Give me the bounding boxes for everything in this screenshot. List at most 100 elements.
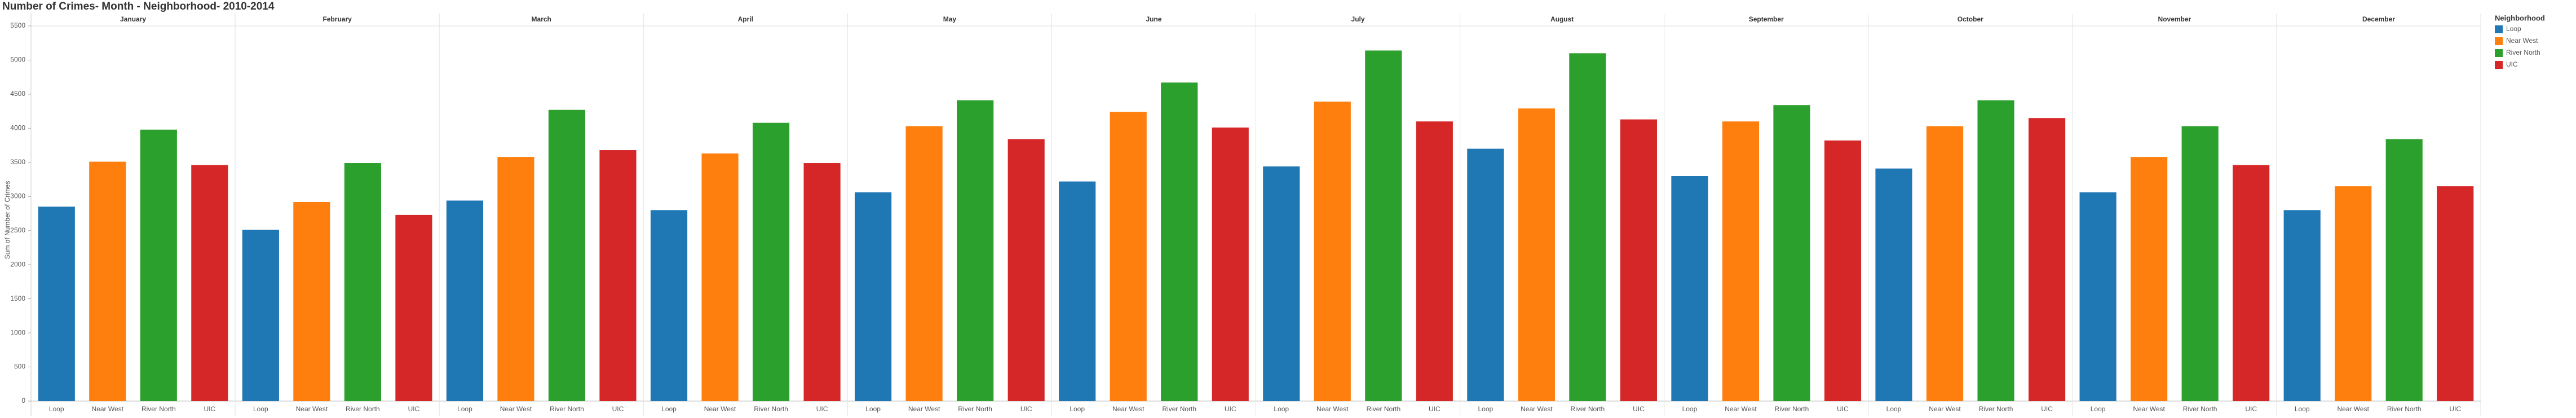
legend-swatch [2495,37,2503,45]
x-tick-label: River North [754,405,788,413]
bar [2131,157,2168,401]
y-tick-label: 5000 [10,56,25,64]
bar [2437,186,2474,401]
x-tick-label: UIC [408,405,420,413]
y-tick-label: 2000 [10,260,25,268]
bar [395,214,432,401]
bar [140,129,177,402]
bar [1977,100,2014,402]
x-tick-label: Near West [1521,405,1553,413]
bar [1467,148,1504,401]
x-tick-label: UIC [2245,405,2257,413]
panel-header: November [2158,15,2191,23]
x-tick-label: UIC [2041,405,2053,413]
bar [1722,121,1760,402]
x-tick-label: River North [1775,405,1809,413]
y-tick-label: 5500 [10,21,25,29]
x-tick-label: River North [1979,405,2013,413]
x-tick-label: River North [1162,405,1196,413]
panel-header: April [738,15,753,23]
bar [38,206,75,401]
bar [1008,139,1045,401]
x-tick-label: River North [142,405,176,413]
bar [1314,102,1351,401]
x-tick-label: Loop [1886,405,1902,413]
x-tick-label: Loop [2091,405,2106,413]
x-tick-label: River North [2183,405,2217,413]
legend-label: Near West [2506,37,2538,45]
panel-header: March [532,15,551,23]
panel-header: July [1351,15,1365,23]
bar [2028,118,2066,401]
panel-header: September [1749,15,1784,23]
y-tick-label: 3500 [10,158,25,166]
bar [2385,139,2423,401]
bar [650,210,688,401]
bar [1671,176,1708,401]
bar [599,150,637,401]
legend-swatch [2495,61,2503,69]
legend-swatch [2495,25,2503,33]
legend-swatch [2495,49,2503,57]
x-tick-label: River North [2387,405,2422,413]
x-tick-label: UIC [204,405,215,413]
y-tick-label: 4000 [10,124,25,132]
y-tick-label: 1000 [10,328,25,336]
x-tick-label: River North [550,405,584,413]
x-tick-label: Loop [1274,405,1289,413]
legend-label: UIC [2506,60,2518,68]
panel-header: February [322,15,352,23]
panel-header: December [2362,15,2395,23]
bar [701,153,739,401]
x-tick-label: Near West [908,405,940,413]
y-tick-label: 2500 [10,226,25,234]
x-tick-label: Loop [1682,405,1698,413]
chart-title: Number of Crimes- Month - Neighborhood- … [2,1,275,12]
x-tick-label: UIC [816,405,828,413]
x-tick-label: Loop [1070,405,1085,413]
bar [497,157,534,401]
x-tick-label: UIC [1225,405,1236,413]
x-tick-label: Loop [2295,405,2310,413]
bar [1110,112,1147,401]
bar [1926,126,1964,401]
x-tick-label: River North [1366,405,1400,413]
bar [1620,119,1657,402]
x-tick-label: UIC [2449,405,2461,413]
x-tick-label: UIC [1633,405,1645,413]
bar [1365,50,1402,401]
x-tick-label: Near West [704,405,736,413]
bar [1059,181,1096,401]
bar [344,163,381,401]
x-tick-label: UIC [1429,405,1441,413]
legend-label: River North [2506,49,2540,56]
x-tick-label: Loop [661,405,677,413]
x-tick-label: River North [958,405,992,413]
bar [1263,166,1300,401]
y-tick-label: 3000 [10,192,25,200]
bar [1824,140,1862,402]
panel-header: October [1958,15,1983,23]
panel-header: August [1550,15,1574,23]
x-tick-label: Near West [2133,405,2165,413]
bar [2233,165,2270,401]
x-tick-label: Near West [1725,405,1757,413]
x-tick-label: Loop [49,405,64,413]
x-tick-label: Loop [1478,405,1493,413]
bar [548,109,586,401]
y-tick-label: 500 [14,363,25,371]
panel-header: June [1146,15,1161,23]
panel-header: May [943,15,957,23]
bar [1518,108,1555,402]
bar [855,192,892,401]
x-tick-label: Near West [296,405,328,413]
bar [905,126,943,401]
bar [1773,105,1810,402]
x-tick-label: Loop [457,405,472,413]
x-tick-label: Near West [2337,405,2369,413]
bar [1416,121,1453,402]
x-tick-label: Near West [92,405,124,413]
bar [957,100,994,402]
legend-title: Neighborhood [2495,14,2545,22]
bar [2283,210,2321,401]
